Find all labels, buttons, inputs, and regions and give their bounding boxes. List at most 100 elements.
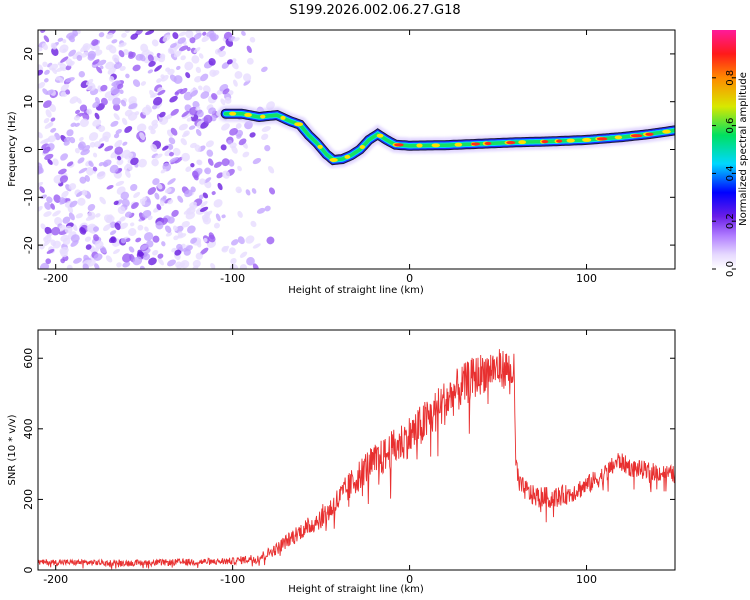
noise-blob [226, 59, 233, 65]
noise-blob [162, 145, 169, 151]
noise-blob [130, 222, 135, 227]
noise-blob [224, 96, 232, 104]
noise-blob [70, 234, 80, 243]
noise-blob [111, 39, 118, 44]
noise-blob [222, 170, 230, 179]
ridge-peak-yellow [244, 112, 252, 117]
noise-blob [55, 67, 65, 72]
noise-blob [172, 225, 178, 232]
noise-blob [139, 54, 146, 62]
noise-blob [268, 187, 276, 195]
noise-blob [162, 195, 167, 200]
noise-blob [52, 210, 61, 217]
noise-blob [130, 183, 138, 191]
noise-blob [213, 161, 223, 168]
noise-blob [204, 167, 212, 175]
spectrogram-ytick-label: -20 [22, 236, 35, 254]
noise-blob [113, 133, 120, 139]
spectrogram-noise [38, 30, 276, 269]
noise-blob [202, 31, 207, 36]
noise-blob [237, 210, 243, 218]
noise-blob [228, 247, 236, 255]
noise-blob [124, 125, 133, 133]
noise-blob [220, 98, 226, 106]
noise-blob [266, 236, 275, 245]
noise-blob [231, 61, 239, 70]
noise-blob [39, 186, 45, 194]
noise-blob [189, 37, 196, 44]
ridge-green [223, 111, 675, 162]
noise-blob [86, 85, 96, 91]
noise-blob [156, 203, 161, 210]
noise-blob [43, 100, 52, 109]
noise-blob [229, 142, 237, 149]
noise-blob [169, 95, 178, 103]
noise-blob [190, 90, 198, 97]
noise-blob [110, 120, 119, 127]
noise-blob [167, 199, 174, 205]
noise-blob [89, 141, 96, 148]
noise-blob [99, 196, 106, 205]
noise-blob [168, 151, 174, 157]
noise-blob [205, 140, 214, 148]
noise-blob [46, 196, 53, 204]
noise-blob [86, 167, 94, 176]
noise-blob [43, 35, 50, 43]
noise-blob [65, 65, 72, 71]
noise-blob [118, 50, 125, 58]
noise-blob [196, 109, 204, 118]
noise-blob [113, 103, 121, 111]
noise-blob [93, 234, 99, 242]
noise-blob [213, 222, 220, 229]
noise-blob [205, 210, 213, 217]
ridge-peak-yellow [566, 138, 575, 143]
noise-blob [235, 123, 242, 129]
noise-blob [128, 103, 138, 110]
noise-blob [214, 48, 221, 55]
noise-blob [39, 262, 50, 269]
noise-blob [38, 46, 43, 52]
noise-blob [41, 42, 48, 51]
noise-blob [264, 205, 271, 212]
noise-blob [60, 153, 68, 161]
noise-blob [92, 119, 102, 127]
noise-blob [106, 184, 114, 190]
noise-blob [100, 97, 108, 106]
noise-blob [246, 256, 255, 266]
noise-blob [169, 157, 179, 163]
noise-blob [66, 264, 73, 269]
noise-blob [112, 54, 120, 63]
noise-blob [230, 257, 237, 265]
noise-blob [221, 246, 229, 253]
noise-blob [164, 198, 172, 204]
noise-blob [174, 91, 179, 96]
ridge-peak-red [596, 137, 608, 141]
noise-blob [94, 49, 103, 56]
noise-blob [40, 194, 47, 200]
noise-blob [152, 104, 158, 110]
noise-blob [210, 263, 216, 269]
noise-blob [188, 125, 196, 130]
noise-blob [45, 258, 52, 265]
noise-blob [121, 32, 127, 38]
noise-blob [220, 144, 227, 151]
spectrogram-ytick-label: 0 [22, 146, 35, 153]
noise-blob [174, 249, 182, 256]
snr-xtick-label: 100 [576, 573, 597, 586]
noise-blob [62, 237, 71, 245]
spectrogram-ytick-label: 10 [22, 95, 35, 109]
noise-blob [147, 187, 157, 195]
noise-blob [124, 109, 133, 117]
noise-blob [104, 145, 114, 152]
noise-blob [238, 138, 247, 146]
noise-blob [241, 30, 246, 36]
noise-blob [229, 263, 239, 269]
noise-blob [159, 111, 166, 118]
ridge-peak-yellow [614, 135, 623, 140]
noise-blob [130, 33, 139, 40]
noise-blob [140, 244, 148, 251]
noise-blob [74, 148, 80, 154]
noise-blob [190, 163, 195, 168]
snr-x-ticks: -200 -100 0 100 [43, 330, 597, 586]
snr-line [38, 349, 675, 570]
